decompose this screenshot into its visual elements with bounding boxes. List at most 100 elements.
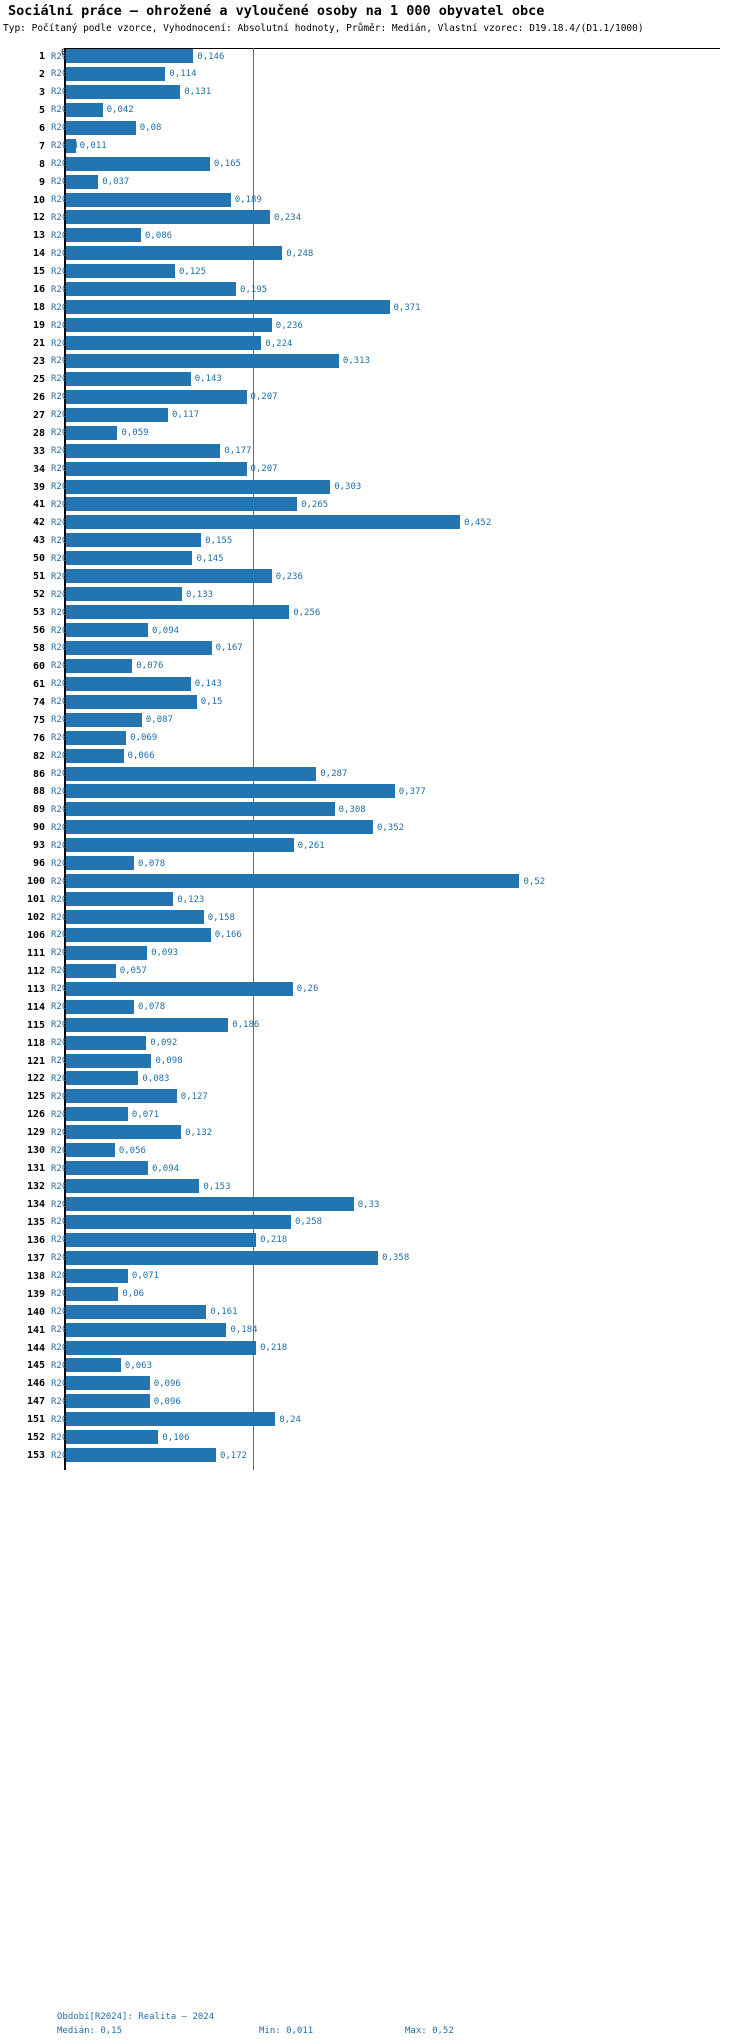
bar bbox=[66, 84, 181, 99]
bar-row: 153 R2024 0,172 bbox=[0, 1447, 750, 1465]
row-index-label: 146 bbox=[26, 1378, 45, 1390]
row-period-label: R2024 bbox=[51, 69, 79, 80]
row-period-label: R2024 bbox=[51, 51, 79, 62]
row-period-label: R2024 bbox=[51, 733, 79, 744]
bar-row: 3 R2024 0,131 bbox=[0, 84, 750, 102]
row-period-label: R2024 bbox=[51, 1253, 79, 1264]
row-period-label: R2024 bbox=[51, 410, 79, 421]
bar-value-label: 0,26 bbox=[296, 984, 319, 995]
bar-value-label: 0,057 bbox=[119, 966, 147, 977]
bar-value-label: 0,33 bbox=[357, 1199, 380, 1210]
bar-row: 75 R2024 0,087 bbox=[0, 712, 750, 730]
row-index-label: 76 bbox=[32, 732, 45, 744]
row-index-label: 136 bbox=[26, 1234, 45, 1246]
bar-row: 86 R2024 0,287 bbox=[0, 766, 750, 784]
row-index-label: 90 bbox=[32, 822, 45, 834]
bar-row: 52 R2024 0,133 bbox=[0, 586, 750, 604]
row-index-label: 52 bbox=[32, 589, 45, 601]
bar-value-label: 0,132 bbox=[185, 1127, 213, 1138]
bar bbox=[66, 712, 142, 727]
bar-value-label: 0,106 bbox=[162, 1432, 190, 1443]
row-period-label: R2024 bbox=[51, 1307, 79, 1318]
bar-value-label: 0,063 bbox=[124, 1360, 153, 1371]
bar-row: 26 R2024 0,207 bbox=[0, 389, 750, 407]
bar-value-label: 0,117 bbox=[172, 410, 200, 421]
bar-value-label: 0,52 bbox=[523, 876, 546, 887]
row-index-label: 60 bbox=[32, 660, 45, 672]
bar bbox=[66, 533, 202, 548]
row-period-label: R2024 bbox=[51, 786, 79, 797]
row-period-label: R2024 bbox=[51, 751, 79, 762]
bar-row: 5 R2024 0,042 bbox=[0, 102, 750, 120]
row-index-label: 82 bbox=[32, 750, 45, 762]
row-period-label: R2024 bbox=[51, 374, 79, 385]
bar bbox=[66, 927, 211, 942]
bar bbox=[66, 371, 191, 386]
row-index-label: 18 bbox=[32, 302, 45, 314]
row-index-label: 111 bbox=[26, 947, 45, 959]
bar-value-label: 0,236 bbox=[275, 571, 303, 582]
bar bbox=[66, 1035, 147, 1050]
bar-row: 33 R2024 0,177 bbox=[0, 443, 750, 461]
bar-row: 27 R2024 0,117 bbox=[0, 407, 750, 425]
bar-value-label: 0,256 bbox=[293, 607, 321, 618]
row-period-label: R2024 bbox=[51, 517, 79, 528]
bar-row: 141 R2024 0,184 bbox=[0, 1322, 750, 1340]
row-index-label: 126 bbox=[26, 1109, 45, 1121]
bar bbox=[66, 497, 298, 512]
bar-row: 2 R2024 0,114 bbox=[0, 66, 750, 84]
bar-row: 19 R2024 0,236 bbox=[0, 317, 750, 335]
bar bbox=[66, 1071, 139, 1086]
row-period-label: R2024 bbox=[51, 1199, 79, 1210]
bar-row: 102 R2024 0,158 bbox=[0, 909, 750, 927]
bar-value-label: 0,165 bbox=[213, 159, 241, 170]
row-period-label: R2024 bbox=[51, 948, 79, 959]
row-index-label: 114 bbox=[26, 1001, 45, 1013]
row-index-label: 74 bbox=[32, 696, 45, 708]
bar-row: 76 R2024 0,069 bbox=[0, 730, 750, 748]
bar-value-label: 0,234 bbox=[274, 212, 302, 223]
row-index-label: 115 bbox=[26, 1019, 45, 1031]
bar-row: 25 R2024 0,143 bbox=[0, 371, 750, 389]
bar-value-label: 0,218 bbox=[260, 1235, 288, 1246]
bar-value-label: 0,078 bbox=[138, 1002, 166, 1013]
row-index-label: 50 bbox=[32, 553, 45, 565]
row-period-label: R2024 bbox=[51, 87, 79, 98]
bar bbox=[66, 1197, 354, 1211]
row-period-label: R2024 bbox=[51, 464, 79, 475]
bar bbox=[66, 210, 271, 225]
bar-value-label: 0,153 bbox=[203, 1181, 231, 1192]
row-index-label: 102 bbox=[26, 912, 45, 923]
bar-row: 58 R2024 0,167 bbox=[0, 640, 750, 658]
bar-row: 53 R2024 0,256 bbox=[0, 604, 750, 622]
row-period-label: R2024 bbox=[51, 356, 79, 367]
bar bbox=[66, 640, 212, 655]
bar bbox=[66, 1376, 150, 1391]
row-index-label: 75 bbox=[32, 714, 45, 726]
row-period-label: R2024 bbox=[51, 105, 79, 116]
bar-row: 39 R2024 0,303 bbox=[0, 479, 750, 497]
bar-value-label: 0,145 bbox=[196, 553, 224, 564]
bar-value-label: 0,15 bbox=[200, 697, 223, 708]
bar-row: 9 R2024 0,037 bbox=[0, 174, 750, 192]
bar-value-label: 0,114 bbox=[169, 69, 197, 80]
row-period-label: R2024 bbox=[51, 1289, 79, 1300]
bar-value-label: 0,083 bbox=[142, 1073, 170, 1084]
bar bbox=[66, 264, 175, 279]
bar-row: 28 R2024 0,059 bbox=[0, 425, 750, 443]
chart-footer: Období[R2024]: Realita — 2024 Medián: 0,… bbox=[0, 2010, 750, 2038]
row-period-label: R2024 bbox=[51, 1020, 79, 1031]
bar-row: 88 R2024 0,377 bbox=[0, 783, 750, 801]
page-title: Sociální práce — ohrožené a vyloučené os… bbox=[8, 3, 545, 19]
bar-rows: 1 R2024 0,146 2 R2024 0,114 3 R2024 0,131 5 R2024 0… bbox=[0, 48, 750, 1465]
row-period-label: R2024 bbox=[51, 302, 79, 313]
row-period-label: R2024 bbox=[51, 804, 79, 815]
bar-value-label: 0,207 bbox=[250, 392, 278, 403]
bar bbox=[66, 192, 231, 207]
row-index-label: 106 bbox=[26, 929, 45, 941]
bar-value-label: 0,096 bbox=[153, 1378, 181, 1389]
row-index-label: 28 bbox=[32, 427, 45, 439]
bar bbox=[66, 838, 294, 853]
bar-value-label: 0,011 bbox=[79, 141, 107, 152]
bar-row: 74 R2024 0,15 bbox=[0, 694, 750, 712]
